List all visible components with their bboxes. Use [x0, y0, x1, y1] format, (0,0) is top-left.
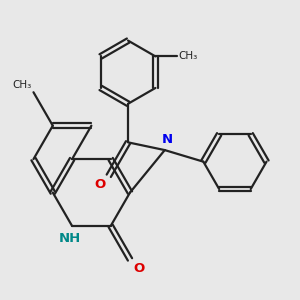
Text: NH: NH: [59, 232, 81, 245]
Text: O: O: [133, 262, 144, 275]
Text: CH₃: CH₃: [178, 51, 198, 62]
Text: N: N: [161, 133, 172, 146]
Text: O: O: [94, 178, 105, 191]
Text: CH₃: CH₃: [13, 80, 32, 90]
